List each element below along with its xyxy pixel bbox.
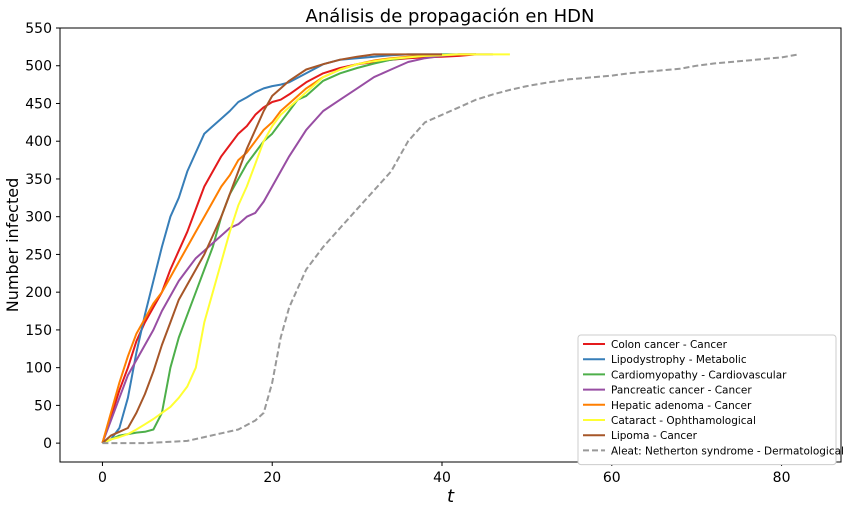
legend-label: Cardiomyopathy - Cardiovascular (611, 369, 787, 381)
chart-title: Análisis de propagación en HDN (306, 6, 595, 27)
y-tick-label: 550 (25, 21, 52, 37)
legend-label: Aleat: Netherton syndrome - Dermatologic… (611, 445, 844, 457)
x-tick-label: 80 (773, 470, 791, 486)
legend-label: Pancreatic cancer - Cancer (611, 385, 752, 397)
plot-area (59, 27, 842, 463)
y-tick-label: 500 (25, 59, 52, 75)
y-tick-label: 200 (25, 285, 52, 301)
y-tick-label: 0 (43, 436, 52, 452)
legend-label: Colon cancer - Cancer (611, 339, 728, 351)
series-line-3 (102, 53, 476, 445)
series-line-7 (101, 53, 442, 444)
y-tick-label: 350 (25, 172, 52, 188)
x-tick-label: 0 (98, 470, 107, 486)
x-axis-label: t (447, 486, 455, 507)
y-tick-label: 250 (25, 247, 52, 263)
series-line-1 (101, 53, 477, 444)
x-tick-label: 40 (433, 470, 451, 486)
legend-box (577, 334, 837, 466)
y-tick-label: 100 (25, 361, 52, 377)
legend-label: Lipoma - Cancer (611, 430, 698, 442)
legend-label: Lipodystrophy - Metabolic (611, 354, 747, 366)
y-axis-label: Number infected (3, 178, 22, 313)
series-line-2 (102, 53, 442, 445)
tick-layer: 0 20 40 60 80 0 50 100 150 200 250 300 350 400 450 500 5… (25, 21, 790, 486)
series-line-4 (101, 53, 493, 444)
x-tick-label: 60 (603, 470, 621, 486)
y-tick-label: 300 (25, 210, 52, 226)
series-line-5 (101, 53, 476, 444)
y-tick-label: 450 (25, 96, 52, 112)
series-layer (101, 53, 799, 445)
y-tick-label: 50 (34, 398, 52, 414)
x-tick-label: 20 (263, 470, 281, 486)
y-tick-label: 150 (25, 323, 52, 339)
legend-label: Hepatic adenoma - Cancer (611, 400, 752, 412)
legend: Colon cancer - Cancer Lipodystrophy - Met… (577, 334, 844, 466)
series-line-6 (102, 53, 510, 445)
y-tick-label: 400 (25, 134, 52, 150)
legend-label: Cataract - Ophthamological (611, 415, 756, 427)
series-line-8 (102, 53, 799, 445)
